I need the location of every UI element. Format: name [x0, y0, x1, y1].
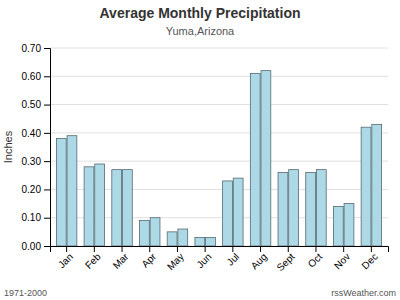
bar — [122, 170, 132, 246]
bar — [261, 71, 271, 246]
tick-mark — [44, 218, 50, 219]
tick-mark — [44, 246, 50, 247]
grid — [50, 48, 388, 246]
tick: 0.40 — [22, 128, 50, 139]
grid-line — [50, 132, 388, 133]
tick: Nov — [332, 246, 352, 271]
tick: May — [165, 246, 186, 272]
tick: 0.20 — [22, 184, 50, 195]
y-axis-title: Inches — [2, 130, 14, 163]
bar — [278, 172, 288, 246]
bar — [333, 206, 343, 246]
tick: 0.10 — [22, 212, 50, 223]
tick-label: 0.30 — [22, 156, 42, 167]
tick: Jan — [56, 246, 75, 270]
bar — [84, 167, 94, 246]
bar — [95, 164, 105, 246]
tick-label: Jan — [56, 251, 75, 270]
title: Average Monthly Precipitation — [100, 5, 301, 21]
bar — [178, 229, 188, 246]
bar — [167, 232, 177, 246]
tick-label: Mar — [111, 250, 131, 270]
tick: Dec — [359, 246, 379, 271]
axis-line — [51, 247, 389, 253]
tick: 0.00 — [22, 241, 50, 252]
grid-line — [50, 161, 388, 162]
tick-label: Feb — [83, 251, 103, 271]
tick-mark — [44, 189, 50, 190]
tick-label: Apr — [139, 250, 158, 269]
bar-series — [56, 73, 371, 246]
grid-line — [50, 104, 388, 105]
tick: 0.50 — [22, 99, 50, 110]
tick: Aug — [249, 246, 269, 271]
tick: Feb — [83, 246, 103, 271]
chart: 0.00 0.10 0.20 0.30 0.40 0.50 0.60 0.70 Jan Feb Ma… — [0, 0, 400, 300]
x-axis: Jan Feb Mar Apr May Jun Jul AugSept Oct Nov Dec — [51, 246, 389, 273]
tick: Jun — [194, 246, 213, 270]
bars — [56, 71, 381, 246]
tick-mark — [44, 161, 50, 162]
y-axis: 0.00 0.10 0.20 0.30 0.40 0.50 0.60 0.70 — [22, 43, 51, 252]
axis-line — [44, 49, 51, 247]
bar — [206, 238, 216, 246]
bar — [316, 170, 326, 246]
tick: Jul — [225, 246, 242, 268]
tick-mark — [44, 76, 50, 77]
bar — [67, 136, 77, 246]
bar — [56, 139, 66, 246]
tick-mark — [44, 48, 50, 49]
tick-label: Jun — [194, 251, 213, 270]
tick: Oct — [306, 246, 325, 270]
tick-label: 0.10 — [22, 212, 42, 223]
bar — [361, 127, 371, 246]
tick-mark — [44, 105, 50, 106]
tick: 0.70 — [22, 43, 50, 54]
subtitle: Yuma,Arizona — [166, 25, 235, 37]
tick-label: Dec — [359, 251, 379, 271]
bar — [372, 124, 382, 246]
bar — [112, 170, 122, 246]
tick-label: May — [165, 251, 186, 272]
tick-label: 0.00 — [22, 241, 42, 252]
tick-label: Sept — [274, 251, 296, 273]
annotation: rssWeather.com — [331, 288, 396, 298]
tick-label: 0.20 — [22, 184, 42, 195]
tick-label: 0.40 — [22, 128, 42, 139]
tick-label: 0.70 — [22, 43, 42, 54]
tick-label: Nov — [332, 251, 352, 271]
grid-line — [50, 48, 388, 49]
tick: 0.30 — [22, 156, 50, 167]
tick-label: 0.50 — [22, 99, 42, 110]
tick: Sept — [274, 246, 296, 273]
tick-label: Jul — [225, 251, 242, 268]
tick-label: Aug — [249, 251, 269, 271]
bar — [195, 238, 205, 246]
bar — [140, 221, 150, 246]
bar — [223, 181, 233, 246]
tick-label: 0.60 — [22, 71, 42, 82]
bar — [306, 172, 316, 246]
tick: Apr — [139, 246, 158, 270]
tick: Mar — [111, 246, 131, 271]
bar — [289, 170, 299, 246]
bar — [233, 178, 243, 246]
annotation: 1971-2000 — [4, 288, 47, 298]
tick-label: Oct — [306, 251, 325, 270]
tick: 0.60 — [22, 71, 50, 82]
bar — [344, 204, 354, 246]
grid-line — [50, 76, 388, 77]
bar — [150, 218, 160, 246]
bar-series — [67, 71, 382, 246]
bar — [250, 73, 260, 246]
tick-mark — [44, 133, 50, 134]
